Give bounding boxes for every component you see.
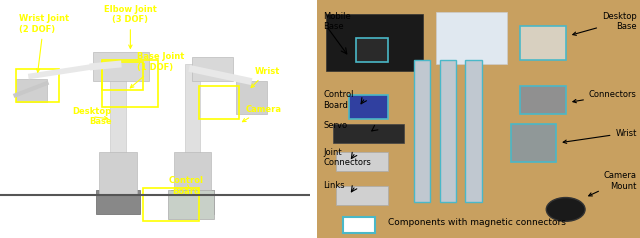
Bar <box>520 26 566 60</box>
Text: Components with magnetic connectors: Components with magnetic connectors <box>388 218 566 227</box>
Bar <box>93 52 149 81</box>
Text: Desktop
Base: Desktop Base <box>573 12 637 35</box>
Bar <box>511 124 556 162</box>
Bar <box>336 152 388 171</box>
Text: Mobile
Base: Mobile Base <box>323 12 351 31</box>
Bar <box>414 60 430 202</box>
Text: Connectors: Connectors <box>573 90 637 103</box>
Bar <box>333 124 404 143</box>
Text: Joint
Connectors: Joint Connectors <box>323 148 371 167</box>
Text: Links: Links <box>323 181 345 190</box>
Text: Desktop
Base: Desktop Base <box>72 107 112 127</box>
Bar <box>102 60 158 107</box>
Bar <box>185 64 200 195</box>
Bar <box>143 188 198 221</box>
Text: Wrist: Wrist <box>251 67 280 88</box>
Bar <box>15 79 47 102</box>
Bar <box>174 152 211 195</box>
Bar <box>193 57 233 81</box>
Text: Base Joint
(1 DOF): Base Joint (1 DOF) <box>131 52 184 88</box>
Bar <box>99 152 136 195</box>
Bar <box>520 86 566 114</box>
Bar <box>440 60 456 202</box>
Text: Camera
Mount: Camera Mount <box>589 171 637 196</box>
Bar <box>15 69 59 102</box>
Bar <box>342 217 375 233</box>
Bar <box>465 60 482 202</box>
Bar <box>102 62 143 90</box>
Bar <box>236 81 267 114</box>
Text: Control
Board: Control Board <box>169 176 204 196</box>
Bar <box>349 95 388 119</box>
Bar <box>326 14 424 71</box>
Text: Wrist Joint
(2 DOF): Wrist Joint (2 DOF) <box>19 14 68 72</box>
Text: Servo: Servo <box>323 121 348 130</box>
Text: Wrist: Wrist <box>563 129 637 143</box>
Bar <box>356 38 388 62</box>
Text: Camera: Camera <box>243 105 281 122</box>
Text: Elbow Joint
(3 DOF): Elbow Joint (3 DOF) <box>104 5 157 48</box>
Bar <box>171 190 214 214</box>
Bar <box>110 64 125 195</box>
Bar <box>336 186 388 205</box>
Bar <box>96 190 140 214</box>
Bar <box>436 12 508 64</box>
Bar <box>168 190 214 219</box>
Ellipse shape <box>547 198 585 221</box>
Bar <box>198 86 239 119</box>
Text: Control
Board: Control Board <box>323 90 354 110</box>
